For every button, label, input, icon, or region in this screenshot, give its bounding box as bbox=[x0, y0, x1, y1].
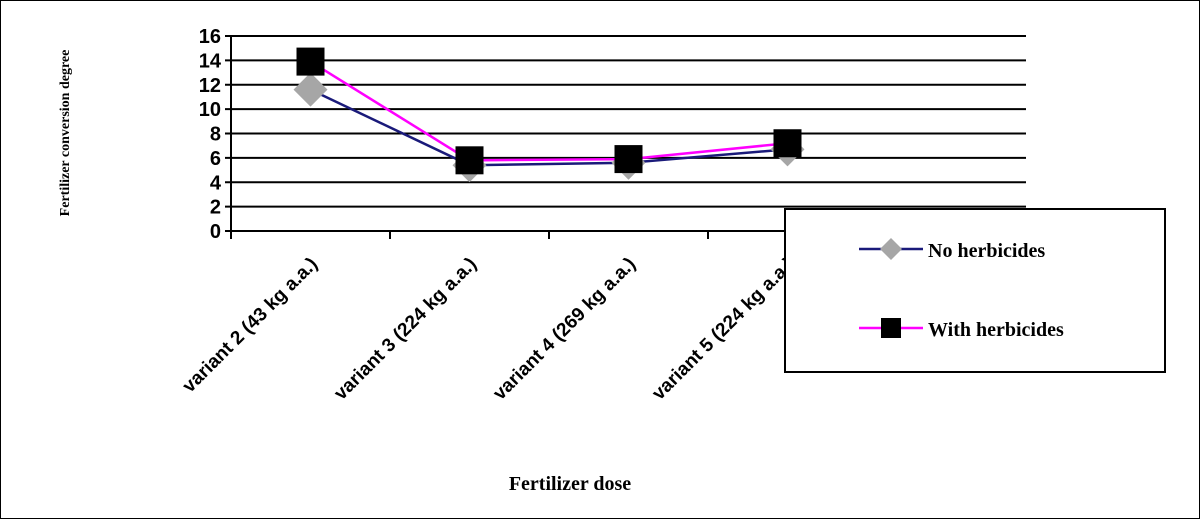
series-line-with-herbicides bbox=[309, 60, 788, 162]
y-axis-label: Fertilizer conversion degree bbox=[58, 50, 73, 217]
y-tick-label: 0 bbox=[210, 221, 221, 243]
gridlines bbox=[231, 35, 1026, 208]
y-tick-label: 12 bbox=[199, 75, 221, 97]
y-tick-label: 4 bbox=[210, 172, 222, 194]
data-point-with-herbicides bbox=[773, 129, 802, 158]
legend-box bbox=[784, 208, 1166, 373]
y-tick-label: 14 bbox=[199, 50, 222, 72]
legend-marker-diamond bbox=[880, 238, 902, 260]
data-point-no-herbicides bbox=[293, 72, 328, 107]
legend-marker-square bbox=[881, 318, 901, 338]
x-tick-label: variant 3 (224 kg a.a.) bbox=[330, 254, 481, 405]
y-tick-label: 16 bbox=[199, 26, 221, 48]
x-tick-labels: variant 2 (43 kg a.a.) variant 3 (224 kg … bbox=[179, 254, 799, 405]
y-tick-label: 8 bbox=[210, 124, 221, 146]
legend-label-with-herbicides: With herbicides bbox=[928, 319, 1064, 341]
x-axis-label: Fertilizer dose bbox=[509, 473, 631, 495]
data-point-with-herbicides bbox=[296, 47, 325, 76]
y-tick-label: 2 bbox=[210, 197, 221, 219]
x-tick-label: variant 2 (43 kg a.a.) bbox=[179, 254, 322, 397]
data-point-with-herbicides bbox=[614, 145, 643, 174]
series-line-no-herbicides bbox=[309, 88, 788, 167]
y-tick-label: 10 bbox=[199, 99, 221, 121]
y-tick-label: 6 bbox=[210, 148, 221, 170]
x-tick-label: variant 4 (269 kg a.a.) bbox=[489, 254, 640, 405]
x-tick-label: variant 5 (224 kg a.a.) bbox=[648, 254, 799, 405]
legend: No herbicides With herbicides bbox=[784, 208, 1166, 373]
data-point-with-herbicides bbox=[455, 146, 484, 175]
legend-label-no-herbicides: No herbicides bbox=[928, 240, 1045, 262]
series-markers bbox=[293, 47, 805, 183]
series-lines bbox=[309, 60, 788, 167]
